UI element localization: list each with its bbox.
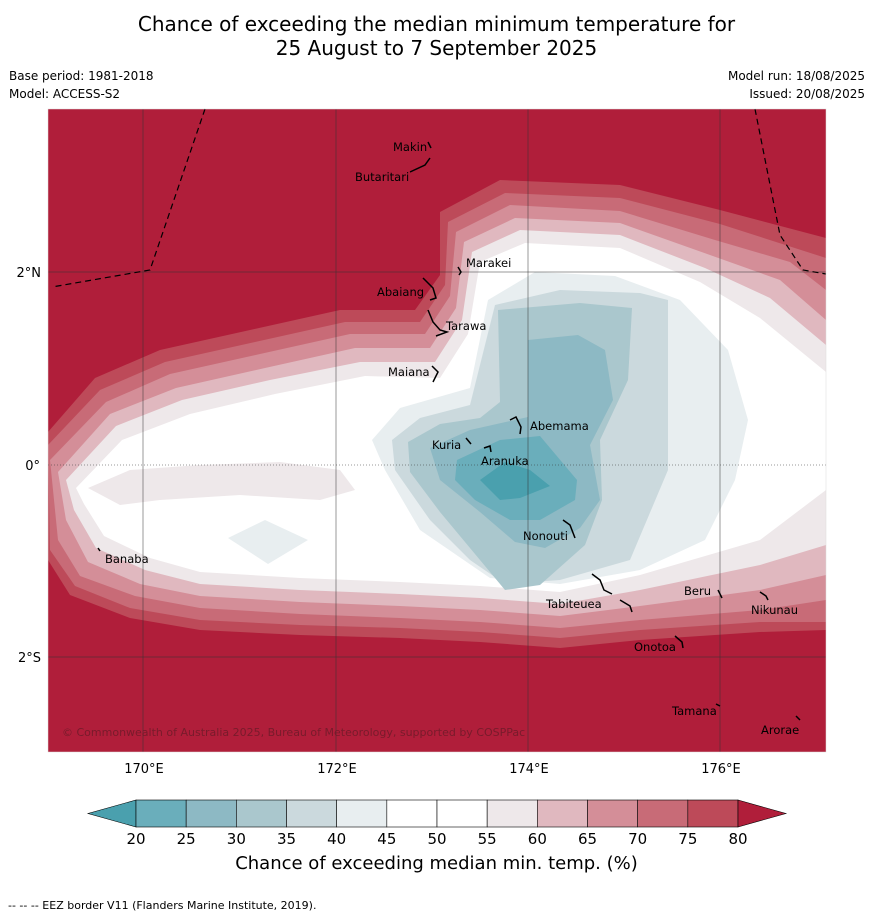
colorbar-tick-label: 75	[678, 830, 697, 848]
island-label: Nonouti	[523, 529, 568, 543]
lat-axis-labels: 2°N 0° 2°S	[17, 266, 42, 666]
colorbar-bin	[486, 799, 538, 828]
model-run: Model run: 18/08/2025	[727, 69, 865, 83]
colorbar-tick-label: 30	[227, 830, 246, 848]
title-line-1: Chance of exceeding the median minimum t…	[137, 12, 736, 36]
colorbar-tick-label: 40	[327, 830, 346, 848]
colorbar-tick-label: 25	[177, 830, 196, 848]
colorbar-tick-label: 60	[528, 830, 547, 848]
island-label: Makin	[393, 140, 427, 154]
probability-field	[48, 109, 826, 752]
map-frame	[47, 108, 827, 753]
contour-45-west	[228, 520, 308, 564]
colorbar-tick-label: 20	[126, 830, 145, 848]
colorbar-bin	[537, 799, 588, 828]
lon-axis-labels: 170°E 172°E 174°E 176°E	[124, 762, 741, 777]
contour-55-inner	[88, 462, 355, 505]
colorbar-ticks: 20 25 30 35 40 45 50 55 60 65 70 75 80	[126, 830, 747, 848]
lon-label: 176°E	[701, 762, 741, 777]
contour-20	[480, 462, 550, 500]
island-label: Arorae	[761, 723, 799, 737]
colorbar-bin	[637, 799, 689, 828]
colorbar-bin	[236, 799, 287, 828]
meta-left: Base period: 1981-2018 Model: ACCESS-S2	[9, 67, 154, 103]
island-label: Tamana	[671, 704, 717, 718]
lon-label: 174°E	[509, 762, 549, 777]
issued-date: Issued: 20/08/2025	[749, 87, 865, 101]
eez-border	[51, 108, 827, 288]
eez-footnote: -- -- -- EEZ border V11 (Flanders Marine…	[8, 899, 317, 912]
island-label: Beru	[684, 584, 711, 598]
colorbar-extend-high	[737, 799, 788, 828]
island-label: Nikunau	[751, 603, 798, 617]
colorbar-tick-label: 80	[728, 830, 747, 848]
island-label: Onotoa	[634, 640, 676, 654]
copyright-notice: © Commonwealth of Australia 2025, Bureau…	[62, 726, 525, 739]
colorbar-tick-label: 55	[478, 830, 497, 848]
island-label: Tabiteuea	[545, 597, 602, 611]
map-title: Chance of exceeding the median minimum t…	[0, 12, 873, 60]
base-period: Base period: 1981-2018	[9, 69, 154, 83]
island-label: Marakei	[466, 256, 511, 270]
lon-label: 170°E	[124, 762, 164, 777]
colorbar-extend-low	[86, 799, 137, 828]
lat-label: 2°S	[18, 651, 41, 666]
colorbar-tick-label: 45	[377, 830, 396, 848]
island-label: Kuria	[432, 438, 461, 452]
island-labels: Makin Butaritari Marakei Abaiang Tarawa …	[105, 140, 799, 737]
island-label: Tarawa	[445, 319, 486, 333]
lat-label: 2°N	[17, 266, 42, 281]
meta-right: Model run: 18/08/2025 Issued: 20/08/2025	[728, 67, 865, 103]
graticule	[48, 109, 826, 752]
lat-label: 0°	[25, 459, 40, 474]
colorbar-bin	[336, 799, 388, 828]
colorbar-tick-label: 50	[427, 830, 446, 848]
colorbar-bin	[436, 799, 488, 828]
island-label: Maiana	[388, 365, 430, 379]
colorbar-bin	[286, 799, 337, 828]
island-outlines	[97, 141, 801, 721]
colorbar-tick-label: 65	[578, 830, 597, 848]
contour-55-east	[790, 430, 826, 490]
island-label: Banaba	[105, 552, 149, 566]
colorbar-bin	[587, 799, 638, 828]
colorbar-bin	[185, 799, 237, 828]
colorbar-bin	[386, 799, 438, 828]
island-label: Butaritari	[355, 170, 409, 184]
colorbar-bin	[135, 799, 187, 828]
title-line-2: 25 August to 7 September 2025	[275, 36, 598, 60]
colorbar-title: Chance of exceeding median min. temp. (%…	[235, 853, 638, 874]
colorbar-tick-label: 70	[628, 830, 647, 848]
island-label: Aranuka	[481, 454, 529, 468]
island-label: Abaiang	[377, 285, 424, 299]
colorbar-tick-label: 35	[277, 830, 296, 848]
colorbar-bin	[687, 799, 739, 828]
model-name: Model: ACCESS-S2	[9, 87, 121, 101]
island-label: Abemama	[530, 419, 589, 433]
colorbar	[86, 799, 788, 828]
lon-label: 172°E	[317, 762, 357, 777]
